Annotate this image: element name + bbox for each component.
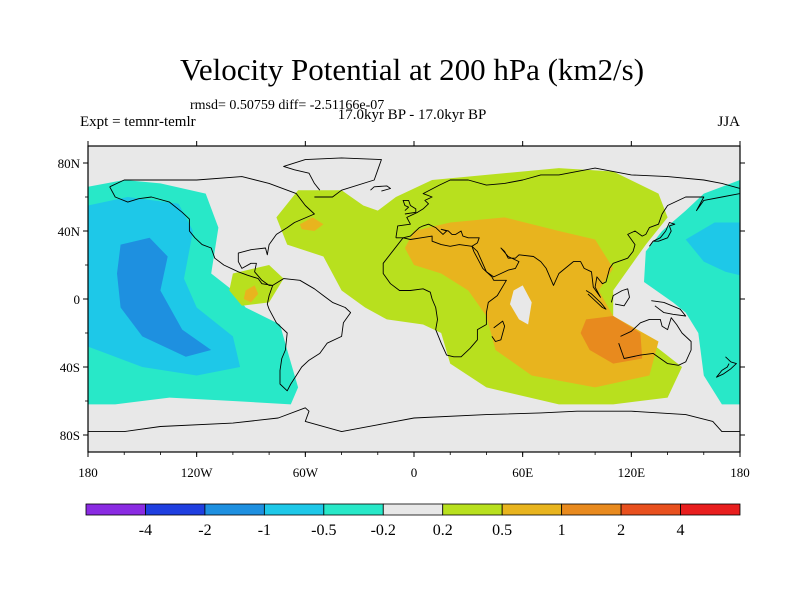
x-tick-label: 60E (512, 465, 533, 480)
colorbar-swatch (145, 504, 204, 515)
colorbar-swatch (205, 504, 264, 515)
colorbar-level-label: 4 (677, 522, 685, 539)
colorbar-level-label: 0.2 (433, 522, 453, 539)
colorbar-level-label: 2 (617, 522, 625, 539)
colorbar-swatch (383, 504, 442, 515)
y-tick-label: 40N (58, 224, 81, 239)
x-tick-label: 60W (293, 465, 319, 480)
colorbar-level-label: -0.5 (311, 522, 336, 539)
x-tick-label: 0 (411, 465, 418, 480)
x-tick-label: 120E (618, 465, 646, 480)
y-tick-label: 80S (60, 428, 80, 443)
period-label: 17.0kyr BP - 17.0kyr BP (338, 107, 487, 123)
map-title: Velocity Potential at 200 hPa (km2/s) (180, 52, 644, 87)
colorbar-level-label: 0.5 (492, 522, 512, 539)
x-tick-label: 180 (78, 465, 98, 480)
colorbar-level-label: -4 (139, 522, 152, 539)
y-tick-label: 0 (74, 292, 81, 307)
colorbar: -4 -2 -1 -0.5 -0.2 0.2 0.5 1 2 4 (86, 504, 740, 539)
season-label: JJA (717, 114, 740, 130)
colorbar-level-label: 1 (558, 522, 566, 539)
x-tick-label: 120W (181, 465, 214, 480)
x-tick-label: 180 (730, 465, 750, 480)
colorbar-swatch (264, 504, 323, 515)
colorbar-swatch (562, 504, 621, 515)
colorbar-swatch (621, 504, 680, 515)
colorbar-swatch (443, 504, 502, 515)
colorbar-swatch (681, 504, 740, 515)
map-figure: Velocity Potential at 200 hPa (km2/s) rm… (0, 0, 800, 600)
expt-label: Expt = temnr-temlr (80, 114, 196, 130)
colorbar-level-label: -0.2 (371, 522, 396, 539)
colorbar-level-label: -1 (258, 522, 271, 539)
y-tick-label: 80N (58, 156, 81, 171)
colorbar-swatch (502, 504, 561, 515)
colorbar-swatch (86, 504, 145, 515)
colorbar-swatch (324, 504, 383, 515)
y-tick-label: 40S (60, 360, 80, 375)
colorbar-level-label: -2 (198, 522, 211, 539)
